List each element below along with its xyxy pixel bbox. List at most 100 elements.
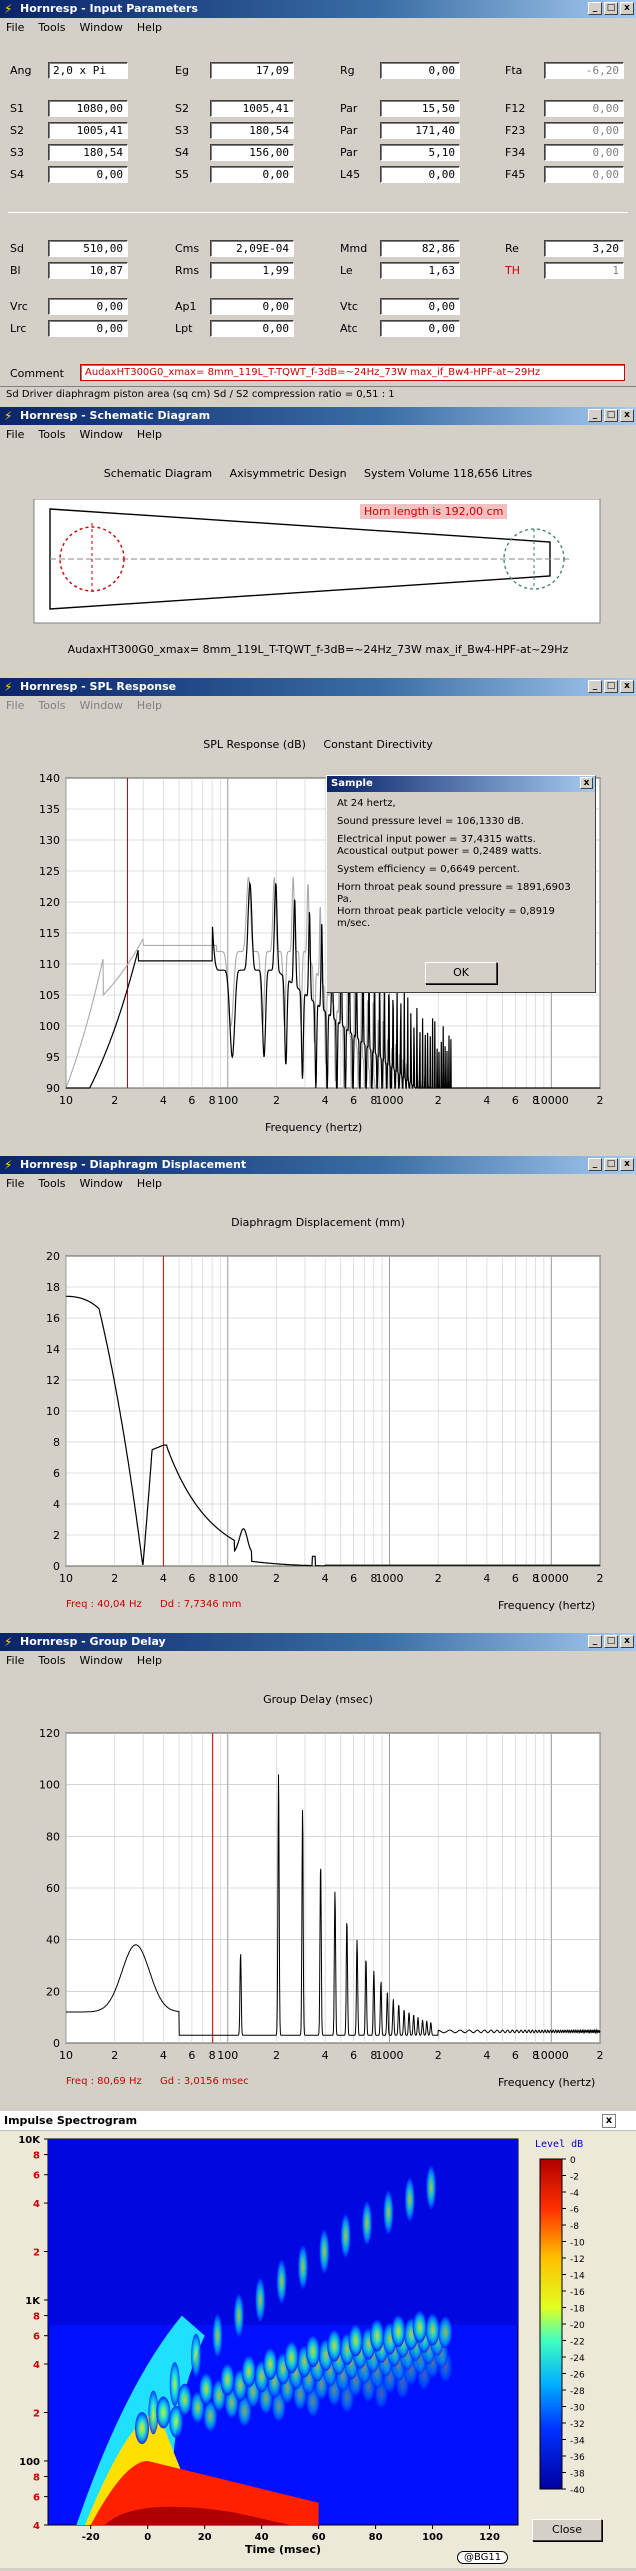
x-tick-label: 8	[532, 1572, 539, 1585]
param-field-rms[interactable]: 1,99	[210, 262, 294, 279]
x-tick-label: 2	[273, 2049, 280, 2062]
param-field-vtc[interactable]: 0,00	[380, 298, 460, 315]
param-field-vrc[interactable]: 0,00	[48, 298, 128, 315]
param-field-s2[interactable]: 1005,41	[48, 122, 128, 139]
menu-file[interactable]: File	[6, 21, 25, 34]
param-field-f12[interactable]: 0,00	[544, 100, 624, 117]
param-field-mmd[interactable]: 82,86	[380, 240, 460, 257]
title-bar[interactable]: ⚡ Hornresp - Group Delay _ □ x	[0, 1633, 636, 1651]
dialog-title-bar[interactable]: Sample x	[327, 776, 595, 792]
param-field-s5[interactable]: 0,00	[210, 166, 294, 183]
title-bar[interactable]: ⚡ Hornresp - Schematic Diagram _ □ x	[0, 407, 636, 425]
minimize-button[interactable]: _	[588, 1158, 602, 1171]
comment-field[interactable]: AudaxHT300G0_xmax= 8mm_119L_T-TQWT_f-3dB…	[80, 364, 625, 381]
menu-tools[interactable]: Tools	[38, 21, 66, 34]
param-field-par[interactable]: 5,10	[380, 144, 460, 161]
param-field-par[interactable]: 171,40	[380, 122, 460, 139]
maximize-button[interactable]: □	[604, 1158, 618, 1171]
param-field-ang[interactable]: 2,0 x Pi	[48, 62, 128, 79]
window-title: Hornresp - Group Delay	[20, 1635, 166, 1648]
menu-window[interactable]: Window	[79, 1177, 123, 1190]
maximize-button[interactable]: □	[604, 409, 618, 422]
menu-bar: File Tools Window Help	[0, 18, 636, 37]
maximize-button[interactable]: □	[604, 2, 618, 15]
param-field-s2[interactable]: 1005,41	[210, 100, 294, 117]
param-field-s1[interactable]: 1080,00	[48, 100, 128, 117]
menu-tools[interactable]: Tools	[38, 1654, 66, 1667]
param-field-rg[interactable]: 0,00	[380, 62, 460, 79]
value-readout: Dd : 7,7346 mm	[160, 1599, 242, 1610]
menu-tools[interactable]: Tools	[38, 699, 66, 712]
menu-tools[interactable]: Tools	[38, 1177, 66, 1190]
y-tick-label: 6	[33, 2171, 40, 2182]
close-dialog-button[interactable]: Close	[532, 2519, 602, 2541]
menu-window[interactable]: Window	[79, 1654, 123, 1667]
param-field-f23[interactable]: 0,00	[544, 122, 624, 139]
param-field-par[interactable]: 15,50	[380, 100, 460, 117]
minimize-button[interactable]: _	[588, 680, 602, 693]
param-field-f45[interactable]: 0,00	[544, 166, 624, 183]
y-tick-label: 8	[33, 2312, 40, 2323]
spectrogram-energy	[76, 2165, 453, 2525]
menu-file[interactable]: File	[6, 428, 25, 441]
close-button[interactable]: x	[620, 1635, 634, 1648]
menu-help[interactable]: Help	[136, 1177, 162, 1190]
param-field-lpt[interactable]: 0,00	[210, 320, 294, 337]
dialog-close-button[interactable]: x	[580, 777, 593, 789]
title-bar[interactable]: ⚡ Hornresp - Diaphragm Displacement _ □ x	[0, 1156, 636, 1174]
param-field-l45[interactable]: 0,00	[380, 166, 460, 183]
param-label-s2: S2	[10, 124, 24, 137]
menu-help[interactable]: Help	[136, 1654, 162, 1667]
x-tick-label: 6	[188, 2049, 195, 2062]
menu-help[interactable]: Help	[136, 428, 162, 441]
param-field-f34[interactable]: 0,00	[544, 144, 624, 161]
param-field-s4[interactable]: 0,00	[48, 166, 128, 183]
x-tick-label: 6	[512, 1572, 519, 1585]
close-button[interactable]: x	[620, 2, 634, 15]
legend-tick: -30	[570, 2404, 585, 2414]
y-tick-label: 125	[39, 865, 60, 878]
param-field-atc[interactable]: 0,00	[380, 320, 460, 337]
param-field-th[interactable]: 1	[544, 262, 624, 279]
title-bar[interactable]: ⚡ Hornresp - Input Parameters _ □ x	[0, 0, 636, 18]
param-field-s4[interactable]: 156,00	[210, 144, 294, 161]
menu-help[interactable]: Help	[136, 699, 162, 712]
input-parameters-window: ⚡ Hornresp - Input Parameters _ □ x File To…	[0, 0, 636, 412]
x-tick-label: 100	[217, 1094, 238, 1107]
param-field-s3[interactable]: 180,54	[48, 144, 128, 161]
spectrogram-title-bar[interactable]: Impulse Spectrogram x	[0, 2111, 636, 2131]
menu-window[interactable]: Window	[79, 699, 123, 712]
menu-window[interactable]: Window	[79, 428, 123, 441]
ok-button[interactable]: OK	[425, 962, 497, 984]
close-button[interactable]: x	[602, 2114, 616, 2128]
param-field-bl[interactable]: 10,87	[48, 262, 128, 279]
param-field-lrc[interactable]: 0,00	[48, 320, 128, 337]
x-tick-label: 6	[188, 1572, 195, 1585]
param-label-par: Par	[340, 124, 358, 137]
param-field-re[interactable]: 3,20	[544, 240, 624, 257]
displacement-curve	[66, 1295, 600, 1567]
menu-window[interactable]: Window	[79, 21, 123, 34]
param-field-ap1[interactable]: 0,00	[210, 298, 294, 315]
minimize-button[interactable]: _	[588, 2, 602, 15]
minimize-button[interactable]: _	[588, 409, 602, 422]
menu-help[interactable]: Help	[136, 21, 162, 34]
menu-file[interactable]: File	[6, 1654, 25, 1667]
maximize-button[interactable]: □	[604, 1635, 618, 1648]
minimize-button[interactable]: _	[588, 1635, 602, 1648]
param-field-fta[interactable]: -6,20	[544, 62, 624, 79]
maximize-button[interactable]: □	[604, 680, 618, 693]
param-field-cms[interactable]: 2,09E-04	[210, 240, 294, 257]
close-button[interactable]: x	[620, 680, 634, 693]
param-field-le[interactable]: 1,63	[380, 262, 460, 279]
param-field-s3[interactable]: 180,54	[210, 122, 294, 139]
menu-tools[interactable]: Tools	[38, 428, 66, 441]
hornresp-icon: ⚡	[4, 2, 13, 16]
title-bar[interactable]: ⚡ Hornresp - SPL Response _ □ x	[0, 678, 636, 696]
param-field-eg[interactable]: 17,09	[210, 62, 294, 79]
close-button[interactable]: x	[620, 1158, 634, 1171]
close-button[interactable]: x	[620, 409, 634, 422]
menu-file[interactable]: File	[6, 699, 25, 712]
param-field-sd[interactable]: 510,00	[48, 240, 128, 257]
menu-file[interactable]: File	[6, 1177, 25, 1190]
